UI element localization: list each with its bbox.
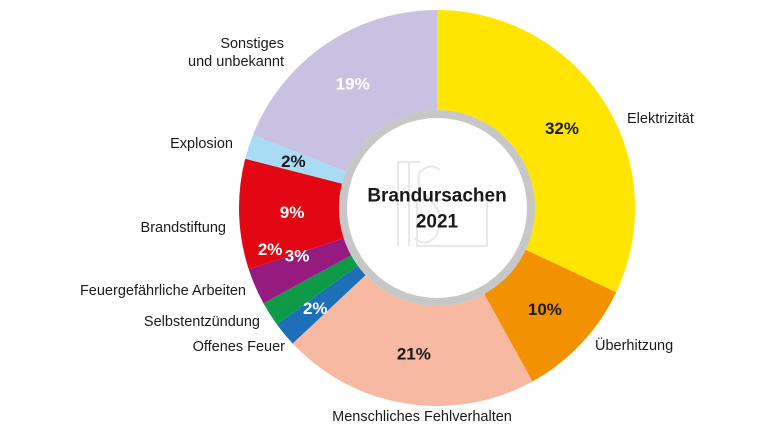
slice-brandstiftung [239, 158, 344, 270]
slices-layer [239, 10, 635, 406]
labels-layer: 32% Elektrizität 10% Überhitzung 21% Menschli… [80, 36, 694, 425]
slice-selbstentzündung [263, 255, 358, 325]
category-label: Brandstiftung [141, 220, 226, 236]
category-label: Menschliches Fehlverhalten [332, 409, 512, 425]
value-label: 9% [280, 203, 305, 222]
slice-offenes-feuer [276, 265, 366, 344]
slice-explosion [245, 135, 346, 184]
category-label: Sonstiges [220, 36, 284, 52]
category-label: Explosion [170, 136, 233, 152]
slice-elektrizität [437, 10, 635, 293]
category-label: Offenes Feuer [193, 339, 286, 355]
value-label: 21% [397, 345, 431, 364]
center-hole [347, 118, 527, 298]
value-label: 32% [545, 119, 579, 138]
slice-sonstiges-und-unbekannt [252, 10, 437, 172]
category-label: und unbekannt [188, 54, 284, 70]
category-label: Selbstentzündung [144, 314, 260, 330]
value-label: 19% [336, 74, 370, 93]
slice-menschliches-fehlverhalten [292, 275, 533, 406]
category-label: Feuergefährliche Arbeiten [80, 283, 246, 299]
value-label: 10% [528, 300, 562, 319]
category-label: Elektrizität [627, 111, 694, 127]
value-label: 2% [281, 152, 306, 171]
value-label: 2% [303, 299, 328, 318]
slice-überhitzung [484, 249, 617, 382]
value-label: 3% [285, 247, 310, 266]
chart-title: Brandursachen [367, 186, 506, 207]
category-label: Überhitzung [595, 336, 673, 354]
chart-subtitle: 2021 [416, 212, 459, 233]
slice-feuergefährliche-arbeiten [248, 238, 352, 304]
value-label: 2% [258, 240, 283, 259]
watermark-logo [397, 161, 488, 247]
